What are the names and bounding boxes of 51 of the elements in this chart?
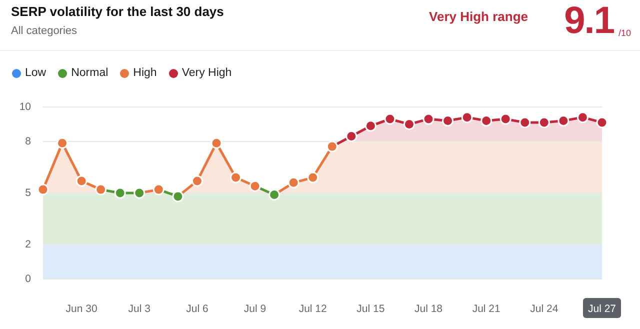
x-tick-label: Jul 27 bbox=[588, 303, 616, 316]
x-tick-label: Jul 18 bbox=[414, 303, 443, 316]
point bbox=[596, 116, 608, 128]
point bbox=[480, 115, 492, 127]
legend-label: High bbox=[132, 67, 157, 79]
point bbox=[37, 184, 49, 196]
point bbox=[364, 120, 376, 132]
point bbox=[558, 115, 570, 127]
point bbox=[76, 175, 88, 187]
point bbox=[249, 180, 261, 192]
point bbox=[500, 113, 512, 125]
point bbox=[384, 113, 396, 125]
point bbox=[210, 137, 222, 149]
text: Very High range bbox=[429, 9, 528, 24]
point bbox=[576, 112, 588, 124]
point bbox=[326, 140, 338, 152]
y-tick-label: 2 bbox=[25, 238, 32, 250]
x-tick-label: Jul 3 bbox=[128, 303, 151, 316]
point bbox=[56, 137, 68, 149]
y-tick-label: 0 bbox=[25, 272, 32, 285]
point bbox=[442, 115, 454, 127]
point bbox=[230, 172, 242, 184]
point bbox=[95, 184, 107, 196]
chart-subtitle: All categories bbox=[11, 25, 78, 37]
x-tick-label: Jul 24 bbox=[530, 303, 558, 316]
point bbox=[288, 176, 300, 188]
x-tick-label: Jul 9 bbox=[244, 303, 266, 316]
legend-label: Very High bbox=[180, 67, 232, 79]
point bbox=[152, 184, 164, 196]
x-tick-label: Jul 6 bbox=[186, 303, 208, 316]
text: /10 bbox=[618, 28, 631, 38]
y-tick-label: 10 bbox=[19, 100, 32, 113]
point bbox=[307, 172, 319, 184]
point bbox=[134, 187, 146, 199]
point bbox=[461, 112, 473, 124]
point bbox=[172, 190, 184, 202]
x-tick-label: Jul 21 bbox=[472, 303, 500, 316]
legend-label: Low bbox=[24, 67, 46, 79]
chart-title: SERP volatility for the last 30 days bbox=[11, 4, 224, 19]
x-tick-label: Jul 12 bbox=[298, 303, 328, 316]
point bbox=[191, 175, 203, 187]
y-tick-label: 5 bbox=[25, 186, 32, 199]
point bbox=[519, 116, 531, 128]
legend-label: Normal bbox=[70, 67, 108, 79]
text: 9.1 bbox=[564, 0, 614, 43]
x-tick-label: Jul 15 bbox=[356, 303, 385, 316]
point bbox=[422, 113, 434, 125]
y-tick-label: 8 bbox=[25, 135, 32, 148]
point bbox=[114, 187, 126, 199]
point bbox=[538, 116, 550, 128]
x-tick-label: Jun 30 bbox=[66, 303, 98, 316]
